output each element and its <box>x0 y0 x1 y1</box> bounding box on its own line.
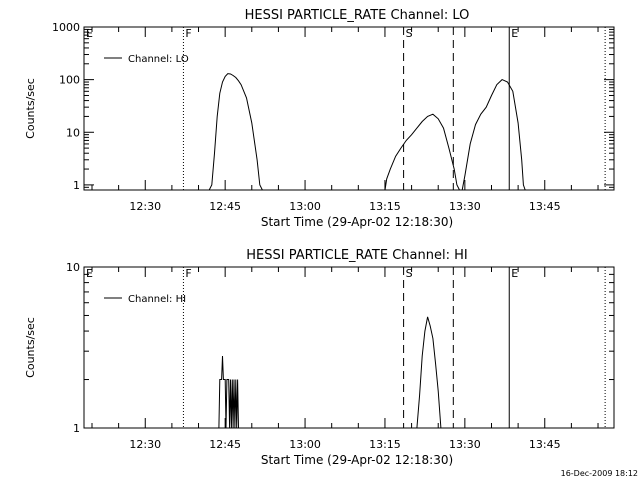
x-tick-label: 12:45 <box>209 438 241 451</box>
x-tick-label: 12:30 <box>129 200 161 213</box>
x-tick-label: 13:30 <box>449 438 481 451</box>
y-axis-label: Counts/sec <box>24 317 37 378</box>
x-axis-label: Start Time (29-Apr-02 12:18:30) <box>261 453 453 467</box>
x-tick-label: 13:45 <box>529 200 561 213</box>
y-tick-label: 1 <box>73 422 80 435</box>
series-line <box>218 355 239 429</box>
plot-frame <box>83 26 615 191</box>
hi-channel-panel: HESSI PARTICLE_RATE Channel: HI 1 10 12:30 1… <box>24 248 615 467</box>
y-tick-label: 10 <box>66 126 80 139</box>
series-line <box>208 73 263 191</box>
chart-title: HESSI PARTICLE_RATE Channel: LO <box>245 8 470 23</box>
event-marker-label: S <box>406 267 413 280</box>
plot-frame <box>83 266 615 429</box>
event-marker-label: E <box>511 267 518 280</box>
series-line <box>384 113 460 191</box>
event-marker-label: E <box>86 27 93 40</box>
x-tick-label: 13:00 <box>289 438 321 451</box>
event-marker-label: E <box>86 267 93 280</box>
chart-title: HESSI PARTICLE_RATE Channel: HI <box>246 248 467 263</box>
series-line <box>461 79 526 191</box>
event-marker-label: S <box>406 27 413 40</box>
series-line <box>416 316 442 429</box>
y-tick-label: 100 <box>59 74 80 87</box>
y-tick-label: 1000 <box>52 21 80 34</box>
x-tick-label: 13:15 <box>369 438 401 451</box>
event-marker-label: F <box>185 267 191 280</box>
x-tick-label: 13:15 <box>369 200 401 213</box>
y-tick-label: 10 <box>66 261 80 274</box>
y-tick-label: 1 <box>73 179 80 192</box>
x-tick-label: 13:45 <box>529 438 561 451</box>
x-tick-label: 12:45 <box>209 200 241 213</box>
event-marker-label: F <box>185 27 191 40</box>
x-tick-label: 13:00 <box>289 200 321 213</box>
legend-label: Channel: HI <box>128 294 186 305</box>
lo-channel-panel: HESSI PARTICLE_RATE Channel: LO 1 10 100 100… <box>24 8 615 229</box>
footer-timestamp: 16-Dec-2009 18:12 <box>561 469 638 478</box>
event-marker-label: E <box>511 27 518 40</box>
y-axis-label: Counts/sec <box>24 78 37 139</box>
legend-label: Channel: LO <box>128 54 189 65</box>
x-tick-label: 12:30 <box>129 438 161 451</box>
x-tick-label: 13:30 <box>449 200 481 213</box>
x-axis-label: Start Time (29-Apr-02 12:18:30) <box>261 215 453 229</box>
